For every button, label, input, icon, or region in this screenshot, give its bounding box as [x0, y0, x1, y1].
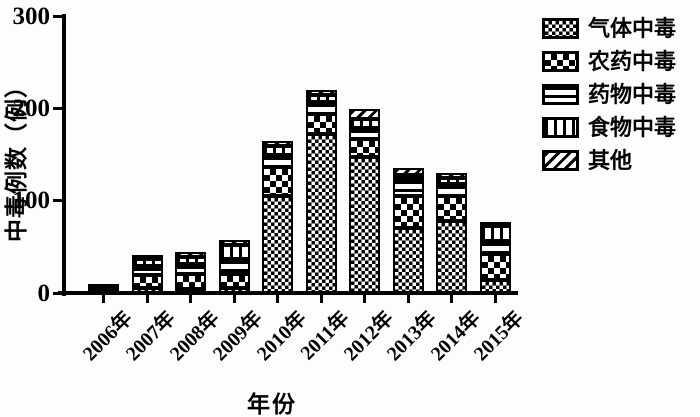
bar-segment-2007年-食物中毒 — [131, 258, 163, 267]
bar-segment-2007年-农药中毒 — [131, 274, 163, 289]
bar-segment-2009年-气体中毒 — [218, 288, 250, 293]
bar-segment-2012年-其他 — [349, 109, 380, 120]
legend-item-其他: 其他 — [542, 148, 676, 173]
bar-2011年 — [305, 89, 337, 293]
bar-segment-2010年-食物中毒 — [262, 146, 293, 156]
legend-label: 气体中毒 — [588, 16, 677, 41]
bar-segment-2014年-其他 — [436, 173, 467, 178]
x-tick-2007年 — [145, 295, 149, 303]
x-axis-title: 年份 — [247, 392, 297, 417]
x-tick-2009年 — [232, 295, 236, 303]
x-axis-line — [58, 291, 518, 295]
bar-segment-2011年-气体中毒 — [305, 134, 337, 293]
y-tick-0 — [53, 291, 62, 295]
legend-item-农药中毒: 农药中毒 — [542, 49, 677, 74]
y-tick-100 — [53, 199, 62, 203]
x-tick-2013年 — [406, 295, 410, 303]
bar-segment-2015年-食物中毒 — [479, 225, 511, 242]
bar-segment-2014年-药物中毒 — [436, 184, 467, 197]
bar-segment-2014年-农药中毒 — [436, 196, 467, 221]
legend-item-食物中毒: 食物中毒 — [542, 115, 677, 140]
bar-segment-2013年-食物中毒 — [392, 174, 424, 180]
y-tick-label-300: 300 — [12, 2, 51, 30]
bar-2013年 — [392, 168, 424, 293]
bar-2008年 — [175, 252, 206, 293]
bar-segment-2013年-药物中毒 — [392, 179, 424, 196]
bar-segment-2015年-其他 — [479, 221, 511, 226]
bar-2009年 — [218, 239, 250, 293]
bar-segment-2009年-食物中毒 — [218, 245, 250, 259]
y-tick-label-0: 0 — [37, 279, 51, 307]
bar-segment-2013年-气体中毒 — [392, 228, 424, 293]
bar-segment-2007年-药物中毒 — [131, 266, 163, 275]
legend-swatch-horizontal-lines-icon — [542, 84, 579, 105]
legend-item-药物中毒: 药物中毒 — [542, 82, 677, 107]
bar-segment-2013年-其他 — [392, 168, 424, 175]
x-tick-2008年 — [189, 295, 192, 303]
bar-segment-2012年-食物中毒 — [349, 119, 380, 128]
legend-item-气体中毒: 气体中毒 — [542, 16, 677, 41]
bar-segment-2015年-农药中毒 — [479, 254, 511, 281]
bar-segment-2008年-农药中毒 — [175, 273, 206, 290]
bar-segment-2007年-气体中毒 — [131, 288, 163, 293]
bar-segment-2007年-其他 — [131, 254, 163, 259]
bar-segment-2009年-其他 — [218, 239, 250, 245]
bar-segment-2008年-其他 — [175, 252, 206, 257]
bar-segment-2008年-药物中毒 — [175, 264, 206, 274]
legend-swatch-vertical-lines-icon — [542, 117, 579, 138]
bar-segment-2010年-药物中毒 — [262, 155, 293, 167]
bar-segment-2011年-食物中毒 — [305, 95, 337, 102]
bar-segment-2009年-农药中毒 — [218, 273, 250, 289]
legend-label: 农药中毒 — [588, 49, 677, 74]
y-tick-label-200: 200 — [12, 94, 51, 122]
y-axis-line — [62, 14, 66, 296]
bar-segment-2010年-农药中毒 — [262, 166, 293, 196]
bar-segment-2013年-农药中毒 — [392, 196, 424, 229]
bar-segment-2015年-药物中毒 — [479, 241, 511, 255]
legend-swatch-fine-checker-icon — [542, 18, 579, 39]
bar-segment-2008年-食物中毒 — [175, 257, 206, 265]
bar-segment-2010年-其他 — [262, 140, 293, 147]
bar-segment-2009年-药物中毒 — [218, 258, 250, 274]
bar-segment-2014年-气体中毒 — [436, 221, 467, 293]
bar-segment-2010年-气体中毒 — [262, 196, 293, 293]
bar-segment-2011年-药物中毒 — [305, 101, 337, 114]
bar-segment-2012年-农药中毒 — [349, 138, 380, 158]
bar-segment-2012年-药物中毒 — [349, 127, 380, 139]
legend-swatch-coarse-checker-icon — [542, 51, 579, 72]
bar-2010年 — [262, 140, 293, 293]
bar-2015年 — [479, 221, 511, 293]
bar-2006年 — [88, 283, 119, 293]
x-tick-2014年 — [450, 295, 453, 303]
bar-2007年 — [131, 254, 163, 293]
x-tick-2011年 — [319, 295, 323, 303]
y-tick-300 — [53, 14, 62, 18]
bar-segment-2012年-气体中毒 — [349, 157, 380, 293]
bar-2014年 — [436, 172, 467, 293]
bar-2012年 — [349, 109, 380, 293]
x-tick-2012年 — [363, 295, 366, 303]
bar-segment-2015年-气体中毒 — [479, 280, 511, 293]
legend: 气体中毒农药中毒药物中毒食物中毒其他 — [542, 18, 676, 183]
x-tick-2015年 — [493, 295, 497, 303]
bar-segment-2014年-食物中毒 — [436, 177, 467, 184]
bar-segment-2011年-其他 — [305, 89, 337, 96]
bar-segment-2008年-气体中毒 — [175, 289, 206, 293]
legend-label: 其他 — [588, 148, 633, 173]
legend-label: 药物中毒 — [588, 82, 677, 107]
x-tick-2006年 — [102, 295, 105, 303]
bar-segment-2011年-农药中毒 — [305, 113, 337, 135]
y-tick-200 — [53, 106, 62, 110]
bar-segment-2006年-食物中毒 — [88, 283, 119, 288]
legend-swatch-diagonal-lines-icon — [542, 150, 579, 171]
y-tick-label-100: 100 — [12, 187, 51, 215]
x-tick-2010年 — [276, 295, 279, 303]
legend-label: 食物中毒 — [588, 115, 677, 140]
